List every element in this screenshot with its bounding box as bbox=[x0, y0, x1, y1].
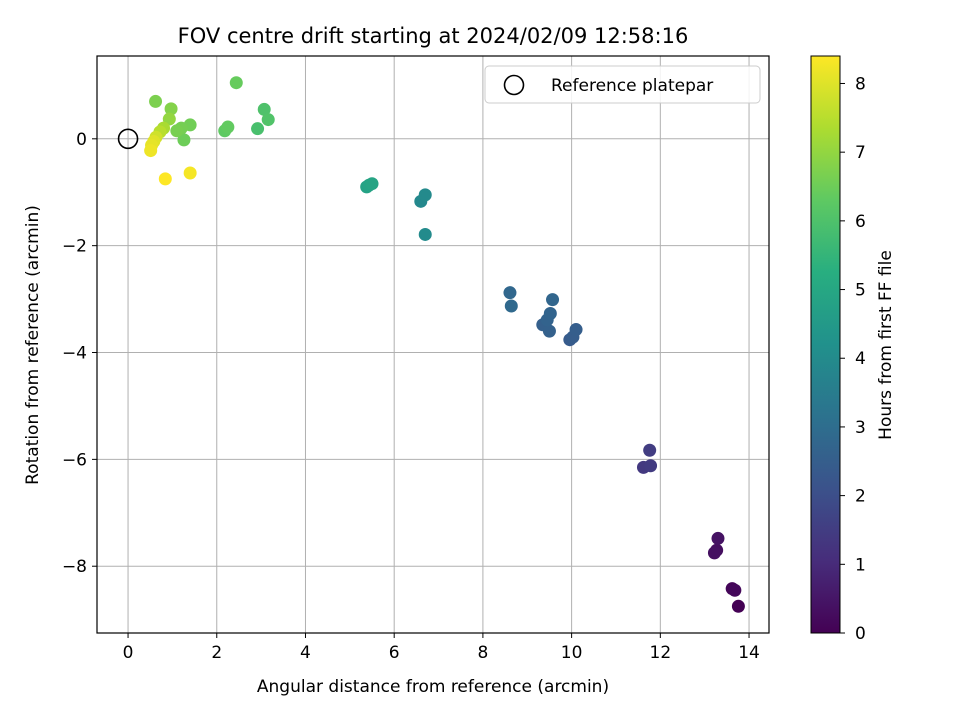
data-point bbox=[418, 188, 432, 202]
reference-point-marker bbox=[117, 128, 139, 150]
colorbar-tick-label: 7 bbox=[855, 143, 866, 163]
data-point bbox=[503, 286, 517, 300]
legend-box bbox=[484, 65, 761, 104]
data-point bbox=[170, 124, 184, 138]
data-points bbox=[144, 76, 745, 613]
colorbar-tick-label: 0 bbox=[855, 624, 866, 644]
data-point bbox=[183, 166, 197, 180]
colorbar-ticks: 0 1 2 3 4 5 6 7 8 bbox=[840, 74, 866, 644]
plot-frame bbox=[96, 55, 770, 634]
data-point bbox=[542, 324, 556, 338]
y-axis-ticks: 0 −2 −4 −6 −8 bbox=[62, 130, 97, 577]
data-point bbox=[229, 76, 243, 90]
y-tick-label: −8 bbox=[62, 557, 87, 577]
y-tick-label: −2 bbox=[62, 237, 87, 257]
colorbar-tick-label: 6 bbox=[855, 212, 866, 232]
chart-title: FOV centre drift starting at 2024/02/09 … bbox=[178, 24, 689, 48]
x-tick-label: 8 bbox=[477, 643, 488, 663]
data-point bbox=[728, 583, 742, 597]
y-tick-label: 0 bbox=[76, 130, 87, 150]
y-tick-label: −4 bbox=[62, 344, 87, 364]
data-point bbox=[144, 144, 158, 158]
legend-label: Reference platepar bbox=[551, 76, 713, 96]
data-point bbox=[643, 443, 657, 457]
colorbar-tick-label: 4 bbox=[855, 349, 866, 369]
grid bbox=[97, 56, 769, 633]
x-tick-label: 2 bbox=[211, 643, 222, 663]
data-point bbox=[504, 299, 518, 313]
x-tick-label: 10 bbox=[561, 643, 583, 663]
data-point bbox=[261, 113, 275, 127]
data-point bbox=[543, 307, 557, 321]
data-point bbox=[711, 531, 725, 545]
colorbar: 0 1 2 3 4 5 6 7 8 Hours from first FF file bbox=[810, 55, 896, 644]
x-tick-label: 14 bbox=[738, 643, 760, 663]
x-tick-label: 4 bbox=[300, 643, 311, 663]
data-point bbox=[569, 323, 583, 337]
data-point bbox=[177, 133, 191, 147]
colorbar-gradient bbox=[810, 55, 841, 634]
data-point bbox=[257, 102, 271, 116]
colorbar-tick-label: 3 bbox=[855, 418, 866, 438]
data-point bbox=[221, 120, 235, 134]
data-point bbox=[251, 122, 265, 136]
x-tick-label: 0 bbox=[123, 643, 134, 663]
x-tick-label: 12 bbox=[650, 643, 672, 663]
data-point bbox=[731, 599, 745, 613]
data-point bbox=[149, 94, 163, 108]
colorbar-tick-label: 2 bbox=[855, 487, 866, 507]
data-point bbox=[158, 172, 172, 186]
x-tick-label: 6 bbox=[389, 643, 400, 663]
y-axis-label: Rotation from reference (arcmin) bbox=[23, 205, 43, 485]
colorbar-tick-label: 8 bbox=[855, 74, 866, 94]
x-axis-ticks: 0 2 4 6 8 10 12 14 bbox=[123, 633, 760, 663]
data-point bbox=[644, 459, 658, 473]
data-point bbox=[546, 293, 560, 307]
data-point bbox=[164, 102, 178, 116]
legend-marker bbox=[503, 74, 525, 96]
colorbar-tick-label: 1 bbox=[855, 555, 866, 575]
colorbar-tick-label: 5 bbox=[855, 281, 866, 301]
data-point bbox=[365, 177, 379, 191]
colorbar-label: Hours from first FF file bbox=[876, 250, 896, 440]
data-point bbox=[707, 546, 721, 560]
data-point bbox=[418, 227, 432, 241]
x-axis-label: Angular distance from reference (arcmin) bbox=[257, 677, 609, 697]
y-tick-label: −6 bbox=[62, 450, 87, 470]
legend: Reference platepar bbox=[484, 65, 761, 104]
